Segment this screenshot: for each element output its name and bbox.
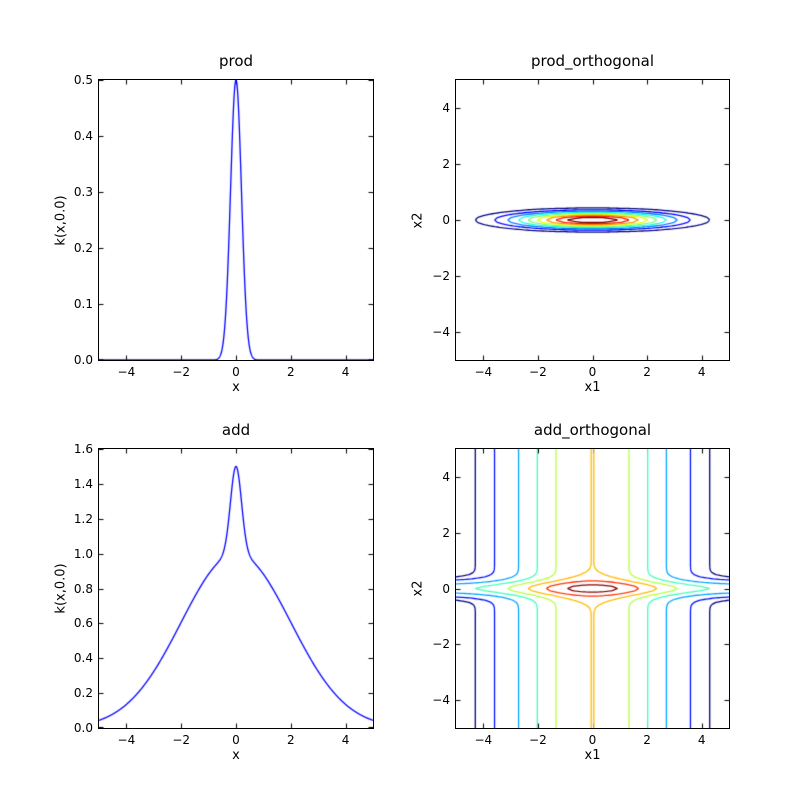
x-tick-label: −4 — [474, 733, 493, 747]
x-tick-label: −2 — [529, 365, 547, 379]
y-tick-label: 0.8 — [73, 581, 93, 596]
x-tick-label: 0 — [588, 733, 597, 747]
subplot-title: prod_orthogonal — [530, 52, 655, 70]
x-tick-label: −2 — [529, 733, 547, 747]
x-tick-label: 2 — [286, 733, 295, 747]
x-tick-label: 4 — [697, 733, 706, 747]
y-axis-label: k(x,0.0) — [53, 194, 69, 246]
plot-canvas — [456, 449, 729, 728]
x-tick-label: 0 — [232, 733, 240, 747]
y-tick-label: −2 — [432, 637, 450, 652]
x-tick-label: −2 — [172, 733, 191, 747]
y-tick-label: 2 — [442, 525, 450, 540]
y-tick-label: 0.0 — [73, 353, 93, 367]
x-tick-label: −2 — [172, 365, 191, 379]
plot-canvas — [99, 449, 373, 728]
subplot-add-orthogonal: add_orthogonal x2 x1 −4 −2 0 2 4 −4 −2 0 2 4 — [411, 421, 730, 763]
subplot-title: add — [221, 421, 251, 439]
subplot-title: add_orthogonal — [533, 421, 652, 439]
y-tick-label: 4 — [442, 101, 450, 115]
x-tick-label: 2 — [643, 733, 651, 747]
x-tick-label: −4 — [117, 733, 136, 747]
x-axis-label: x1 — [584, 748, 601, 763]
plot-canvas — [99, 80, 373, 360]
y-tick-label: 2 — [442, 157, 450, 171]
y-tick-label: −4 — [432, 325, 450, 339]
subplot-add: add k(x,0.0) x −4 −2 0 2 4 0.0 0.2 0.4 0.6 0.8 1.0… — [54, 421, 374, 763]
x-tick-label: 4 — [341, 733, 350, 747]
y-tick-label: 0.2 — [73, 686, 93, 701]
subplot-prod-orthogonal: prod_orthogonal x2 x1 −4 −2 0 2 4 −4 −2 0 2 4 — [411, 52, 730, 395]
y-tick-label: 1.2 — [73, 511, 93, 526]
y-tick-label: 0.5 — [73, 73, 93, 87]
y-tick-label: 4 — [442, 469, 450, 484]
x-axis-label: x1 — [584, 380, 601, 395]
y-tick-label: 0.6 — [73, 616, 93, 631]
y-tick-label: −4 — [432, 693, 450, 708]
x-tick-label: 0 — [232, 365, 240, 379]
x-tick-label: 2 — [643, 365, 651, 379]
x-axis-label: x — [232, 380, 240, 395]
y-tick-label: 1.4 — [73, 476, 93, 491]
subplot-prod: prod k(x,0.0) x −4 −2 0 2 4 0.0 0.1 0.2 0.3 0.4 0.… — [54, 52, 374, 395]
plot-canvas — [456, 80, 729, 360]
y-tick-label: 0 — [442, 213, 450, 227]
y-tick-label: 0.4 — [73, 651, 93, 666]
y-tick-label: 1.0 — [73, 546, 93, 561]
y-tick-label: 0.0 — [73, 721, 93, 735]
y-tick-label: 0 — [442, 581, 450, 596]
x-tick-label: −4 — [474, 365, 493, 379]
y-tick-label: −2 — [432, 269, 450, 283]
x-tick-label: 4 — [697, 365, 706, 379]
y-tick-label: 1.6 — [73, 442, 93, 456]
x-tick-label: 0 — [588, 365, 597, 379]
y-tick-label: 0.4 — [73, 129, 93, 143]
x-tick-label: 2 — [286, 365, 295, 379]
x-axis-label: x — [232, 748, 240, 763]
subplot-title: prod — [218, 52, 254, 70]
y-tick-label: 0.2 — [73, 241, 93, 255]
y-tick-label: 0.3 — [73, 185, 93, 199]
x-tick-label: 4 — [341, 365, 350, 379]
y-axis-label-wrap: k(x,0.0) — [53, 80, 69, 360]
y-tick-label: 0.1 — [73, 297, 93, 311]
x-tick-label: −4 — [117, 365, 136, 379]
